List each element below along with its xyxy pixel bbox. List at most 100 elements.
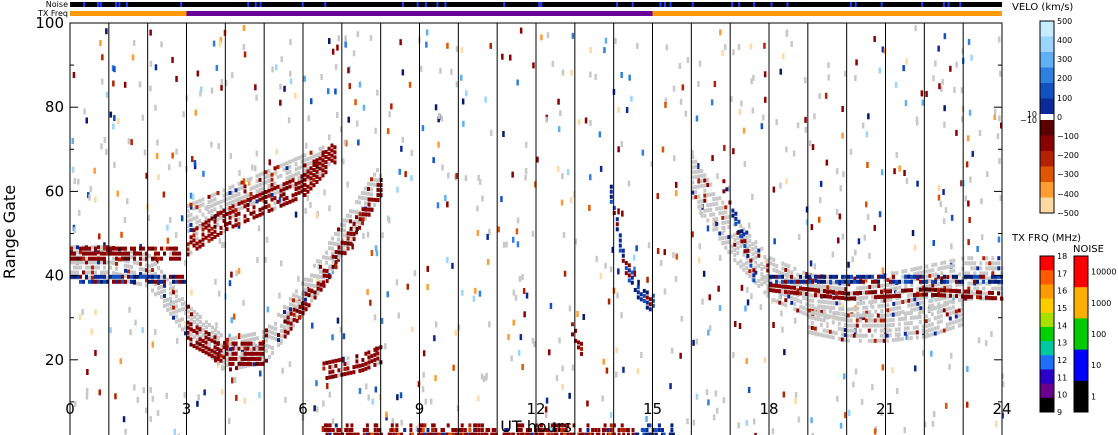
band-cell: [166, 277, 169, 282]
band-cell: [327, 151, 331, 156]
scatter-point: [151, 341, 154, 348]
band-cell: [805, 272, 809, 276]
near-range-cell: [373, 428, 377, 432]
band-cell: [321, 145, 325, 150]
band-cell: [721, 226, 725, 230]
band-cell: [241, 364, 244, 369]
band-cell: [79, 274, 82, 279]
band-cell: [124, 273, 127, 278]
scatter-point: [691, 149, 694, 156]
band-cell: [867, 318, 871, 323]
scatter-point: [231, 72, 234, 79]
scatter-point: [440, 115, 443, 122]
band-cell: [237, 197, 241, 202]
band-cell: [172, 279, 175, 284]
band-cell: [330, 158, 334, 163]
band-cell: [970, 274, 973, 279]
band-cell: [255, 199, 259, 204]
band-cell: [907, 303, 911, 308]
band-cell: [151, 268, 154, 273]
band-cell: [814, 278, 818, 283]
near-range-cell: [350, 428, 354, 432]
band-cell: [934, 297, 938, 302]
band-cell: [229, 352, 232, 357]
txfreq-colorbar-label: 15: [1057, 304, 1067, 313]
band-cell: [300, 174, 304, 179]
band-cell: [891, 338, 895, 343]
scatter-point: [397, 312, 401, 319]
band-cell: [312, 183, 316, 188]
scatter-point: [234, 376, 237, 383]
scatter-point: [995, 420, 998, 427]
band-cell: [228, 185, 232, 190]
band-cell: [234, 218, 238, 223]
band-cell: [808, 287, 811, 292]
band-cell: [225, 207, 229, 212]
band-cell: [718, 236, 722, 241]
band-cell: [757, 253, 761, 258]
band-cell: [115, 261, 118, 266]
band-cell: [817, 288, 820, 293]
band-cell: [886, 289, 889, 294]
scatter-point: [604, 262, 607, 269]
scatter-point: [952, 297, 955, 303]
scatter-point: [331, 48, 335, 55]
band-cell: [988, 295, 991, 300]
near-range-cell: [511, 432, 515, 435]
band-cell: [352, 219, 355, 224]
near-range-cell: [603, 428, 607, 432]
near-range-cell: [561, 428, 565, 432]
band-cell: [361, 358, 365, 362]
band-cell: [318, 151, 322, 156]
scatter-point: [625, 107, 629, 113]
band-cell: [940, 276, 944, 281]
near-range-cell: [421, 423, 425, 428]
scatter-point: [633, 270, 637, 277]
band-cell: [877, 279, 880, 284]
band-cell: [694, 190, 698, 195]
band-cell: [238, 365, 241, 370]
band-cell: [244, 338, 247, 343]
band-cell: [291, 178, 295, 183]
scatter-point: [905, 177, 909, 184]
band-cell: [169, 246, 172, 251]
band-cell: [130, 265, 133, 269]
scatter-point: [711, 155, 714, 162]
band-cell: [282, 192, 286, 197]
band-cell: [954, 309, 958, 314]
near-range-cell: [529, 428, 532, 432]
band-cell: [778, 289, 781, 294]
txfreq-colorbar-cell: [1040, 284, 1054, 300]
band-cell: [343, 223, 346, 228]
scatter-point: [558, 337, 561, 344]
band-cell: [163, 304, 166, 308]
scatter-point: [707, 329, 710, 336]
near-range-cell: [456, 432, 459, 435]
near-range-cell: [336, 432, 340, 435]
band-cell: [315, 169, 319, 174]
scatter-point: [85, 117, 88, 124]
scatter-point: [737, 422, 740, 429]
scatter-point: [684, 110, 688, 117]
band-cell: [934, 279, 937, 284]
band-cell: [769, 283, 772, 288]
band-cell: [733, 242, 737, 247]
band-cell: [940, 293, 943, 298]
band-cell: [136, 281, 139, 286]
scatter-point: [804, 116, 807, 123]
band-cell: [139, 272, 142, 276]
txfreq-colorbar-label: 11: [1057, 373, 1067, 382]
scatter-point: [664, 101, 667, 108]
scatter-point: [342, 356, 345, 363]
band-cell: [948, 306, 952, 311]
band-cell: [115, 279, 118, 284]
band-cell: [309, 166, 313, 171]
band-cell: [843, 323, 847, 327]
band-cell: [309, 155, 313, 160]
band-cell: [232, 336, 235, 341]
band-cell: [922, 290, 926, 295]
scatter-point: [417, 381, 421, 388]
near-range-cell: [620, 423, 624, 428]
scatter-point: [589, 47, 592, 54]
band-cell: [849, 313, 853, 318]
